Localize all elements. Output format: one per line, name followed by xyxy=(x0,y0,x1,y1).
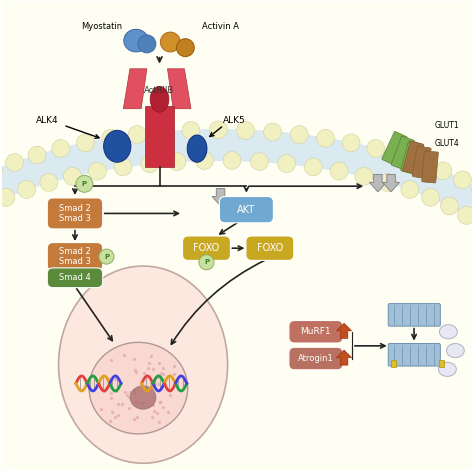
Point xyxy=(156,398,164,406)
Point xyxy=(98,406,105,413)
Point xyxy=(125,393,132,400)
FancyBboxPatch shape xyxy=(422,151,438,183)
Text: ActRIIB: ActRIIB xyxy=(145,86,174,95)
Circle shape xyxy=(434,162,452,180)
Polygon shape xyxy=(146,106,173,167)
Polygon shape xyxy=(337,350,352,365)
Point xyxy=(112,388,119,395)
FancyBboxPatch shape xyxy=(388,304,440,326)
Circle shape xyxy=(391,146,408,164)
Ellipse shape xyxy=(438,362,456,376)
Point xyxy=(155,418,163,425)
Circle shape xyxy=(64,167,82,185)
Circle shape xyxy=(114,158,132,176)
Circle shape xyxy=(251,153,268,171)
Point xyxy=(160,365,167,372)
Point xyxy=(100,387,108,395)
Circle shape xyxy=(210,121,227,139)
Circle shape xyxy=(99,249,114,264)
Point xyxy=(155,373,163,380)
FancyBboxPatch shape xyxy=(289,347,343,370)
Point xyxy=(146,359,153,367)
FancyBboxPatch shape xyxy=(382,131,407,165)
Circle shape xyxy=(413,154,431,171)
FancyBboxPatch shape xyxy=(388,343,440,366)
Circle shape xyxy=(264,123,282,141)
Polygon shape xyxy=(337,323,352,338)
Circle shape xyxy=(199,255,214,270)
Polygon shape xyxy=(167,69,191,109)
Ellipse shape xyxy=(59,266,228,463)
Circle shape xyxy=(457,206,474,224)
Point xyxy=(108,389,115,397)
Circle shape xyxy=(291,126,308,144)
Circle shape xyxy=(76,175,93,192)
Point xyxy=(145,365,152,372)
Circle shape xyxy=(89,162,106,180)
Point xyxy=(130,415,138,423)
Circle shape xyxy=(317,130,335,147)
Circle shape xyxy=(155,123,173,141)
Polygon shape xyxy=(123,69,147,109)
Circle shape xyxy=(440,197,458,215)
Ellipse shape xyxy=(138,35,156,53)
Point xyxy=(102,373,109,381)
Point xyxy=(131,389,138,397)
Circle shape xyxy=(0,162,2,180)
Point xyxy=(153,409,161,416)
Circle shape xyxy=(40,173,58,191)
Circle shape xyxy=(330,162,348,180)
Ellipse shape xyxy=(161,32,180,52)
Bar xyxy=(439,360,444,367)
FancyBboxPatch shape xyxy=(412,146,431,179)
Text: ALK4: ALK4 xyxy=(36,116,58,125)
Circle shape xyxy=(278,155,296,173)
Circle shape xyxy=(28,146,46,164)
Ellipse shape xyxy=(187,135,207,162)
Point xyxy=(132,398,140,406)
Point xyxy=(121,388,129,396)
Point xyxy=(159,381,167,388)
FancyBboxPatch shape xyxy=(246,236,294,260)
Circle shape xyxy=(0,188,15,206)
Point xyxy=(149,365,157,373)
Ellipse shape xyxy=(89,342,188,434)
FancyBboxPatch shape xyxy=(47,243,103,271)
Point xyxy=(160,370,167,378)
Point xyxy=(120,351,128,359)
Point xyxy=(106,375,113,383)
Ellipse shape xyxy=(150,86,169,112)
Point xyxy=(167,391,174,398)
Point xyxy=(156,398,164,406)
Text: P: P xyxy=(82,181,87,187)
Circle shape xyxy=(18,180,36,198)
Text: AKT: AKT xyxy=(237,205,255,215)
Point xyxy=(154,373,162,380)
Circle shape xyxy=(421,188,439,206)
Point xyxy=(107,417,114,425)
Point xyxy=(114,400,122,407)
Circle shape xyxy=(6,154,24,171)
Ellipse shape xyxy=(130,386,156,409)
Point xyxy=(170,362,178,370)
FancyBboxPatch shape xyxy=(289,320,343,343)
Circle shape xyxy=(367,139,385,157)
Circle shape xyxy=(454,171,472,189)
Circle shape xyxy=(379,173,396,191)
Circle shape xyxy=(168,153,186,171)
Point xyxy=(104,375,112,382)
Text: P: P xyxy=(104,253,109,260)
Polygon shape xyxy=(0,130,474,240)
Point xyxy=(157,369,165,377)
FancyBboxPatch shape xyxy=(219,196,273,223)
Text: Smad 2
Smad 3: Smad 2 Smad 3 xyxy=(59,247,91,266)
Circle shape xyxy=(473,216,474,234)
Text: ALK5: ALK5 xyxy=(223,116,246,125)
Circle shape xyxy=(102,130,120,147)
Circle shape xyxy=(52,139,70,157)
Point xyxy=(124,391,131,398)
Text: Smad 4: Smad 4 xyxy=(59,273,91,282)
Ellipse shape xyxy=(439,325,457,339)
Point xyxy=(139,399,146,406)
